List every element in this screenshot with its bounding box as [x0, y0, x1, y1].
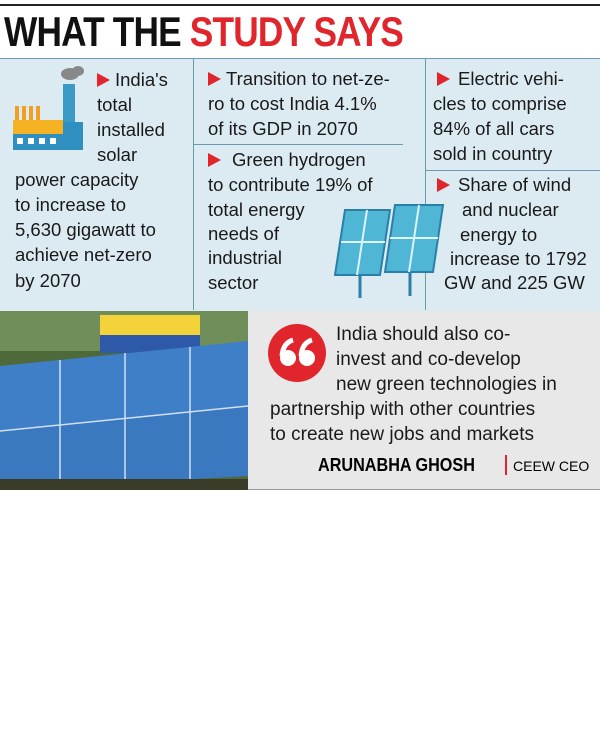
fact-line: 5,630 gigawatt to — [15, 219, 156, 240]
quote-line: new green technologies in — [336, 374, 557, 395]
fact-line: achieve net-zero — [15, 244, 152, 265]
facts-panel — [0, 58, 600, 312]
fact-line: cles to comprise — [433, 93, 567, 114]
fact-line: and nuclear — [462, 199, 559, 220]
divider — [193, 144, 403, 145]
bullet-arrow — [97, 73, 110, 87]
quote-icon — [268, 324, 326, 382]
fact-line: Share of wind — [458, 174, 572, 195]
fact-line: power capacity — [15, 169, 139, 190]
quote-role: CEEW CEO — [513, 458, 590, 474]
divider — [425, 58, 426, 310]
fact-line: solar — [97, 144, 138, 165]
fact-line: Transition to net-ze- — [226, 68, 390, 89]
fact-line: total — [97, 94, 132, 115]
fact-line: total energy — [208, 199, 305, 220]
fact-line: installed — [97, 119, 165, 140]
fact-line: 84% of all cars — [433, 118, 555, 139]
quote-line: India should also co- — [336, 324, 511, 345]
fact-line: Green hydrogen — [232, 149, 366, 170]
fact-line: needs of — [208, 223, 279, 244]
fact-line: India's — [115, 69, 168, 90]
divider — [193, 58, 194, 310]
fact-line: to increase to — [15, 194, 127, 215]
factory-icon — [13, 66, 84, 150]
fact-line: of its GDP in 2070 — [208, 118, 358, 139]
title: WHAT THE STUDY SAYS — [4, 8, 404, 56]
bullet-arrow — [208, 153, 221, 167]
fact-line: sold in country — [433, 143, 553, 164]
fact-line: by 2070 — [15, 270, 81, 291]
top-rule — [0, 4, 600, 6]
quote-line: partnership with other countries — [270, 399, 536, 420]
fact-line: industrial — [208, 247, 283, 268]
attribution-separator — [505, 455, 507, 475]
fact-line: to contribute 19% of — [208, 174, 373, 195]
fact-line: Electric vehi- — [458, 68, 564, 89]
title-black: WHAT THE — [4, 8, 182, 55]
bullet-arrow — [208, 72, 221, 86]
fact-line: sector — [208, 272, 259, 293]
bullet-arrow — [437, 72, 450, 86]
solar-farm-photo — [0, 311, 248, 490]
fact-line: GW and 225 GW — [444, 272, 585, 293]
bullet-arrow — [437, 178, 450, 192]
quote-name: ARUNABHA GHOSH — [318, 455, 475, 475]
title-red: STUDY SAYS — [189, 8, 404, 55]
quote-line: invest and co-develop — [336, 349, 521, 370]
fact-line: energy to — [460, 224, 538, 245]
quote-line: to create new jobs and markets — [270, 424, 535, 445]
solar-panel-icon — [333, 204, 445, 298]
fact-line: ro to cost India 4.1% — [208, 93, 377, 114]
fact-line: increase to 1792 — [450, 248, 587, 269]
divider — [425, 170, 600, 171]
